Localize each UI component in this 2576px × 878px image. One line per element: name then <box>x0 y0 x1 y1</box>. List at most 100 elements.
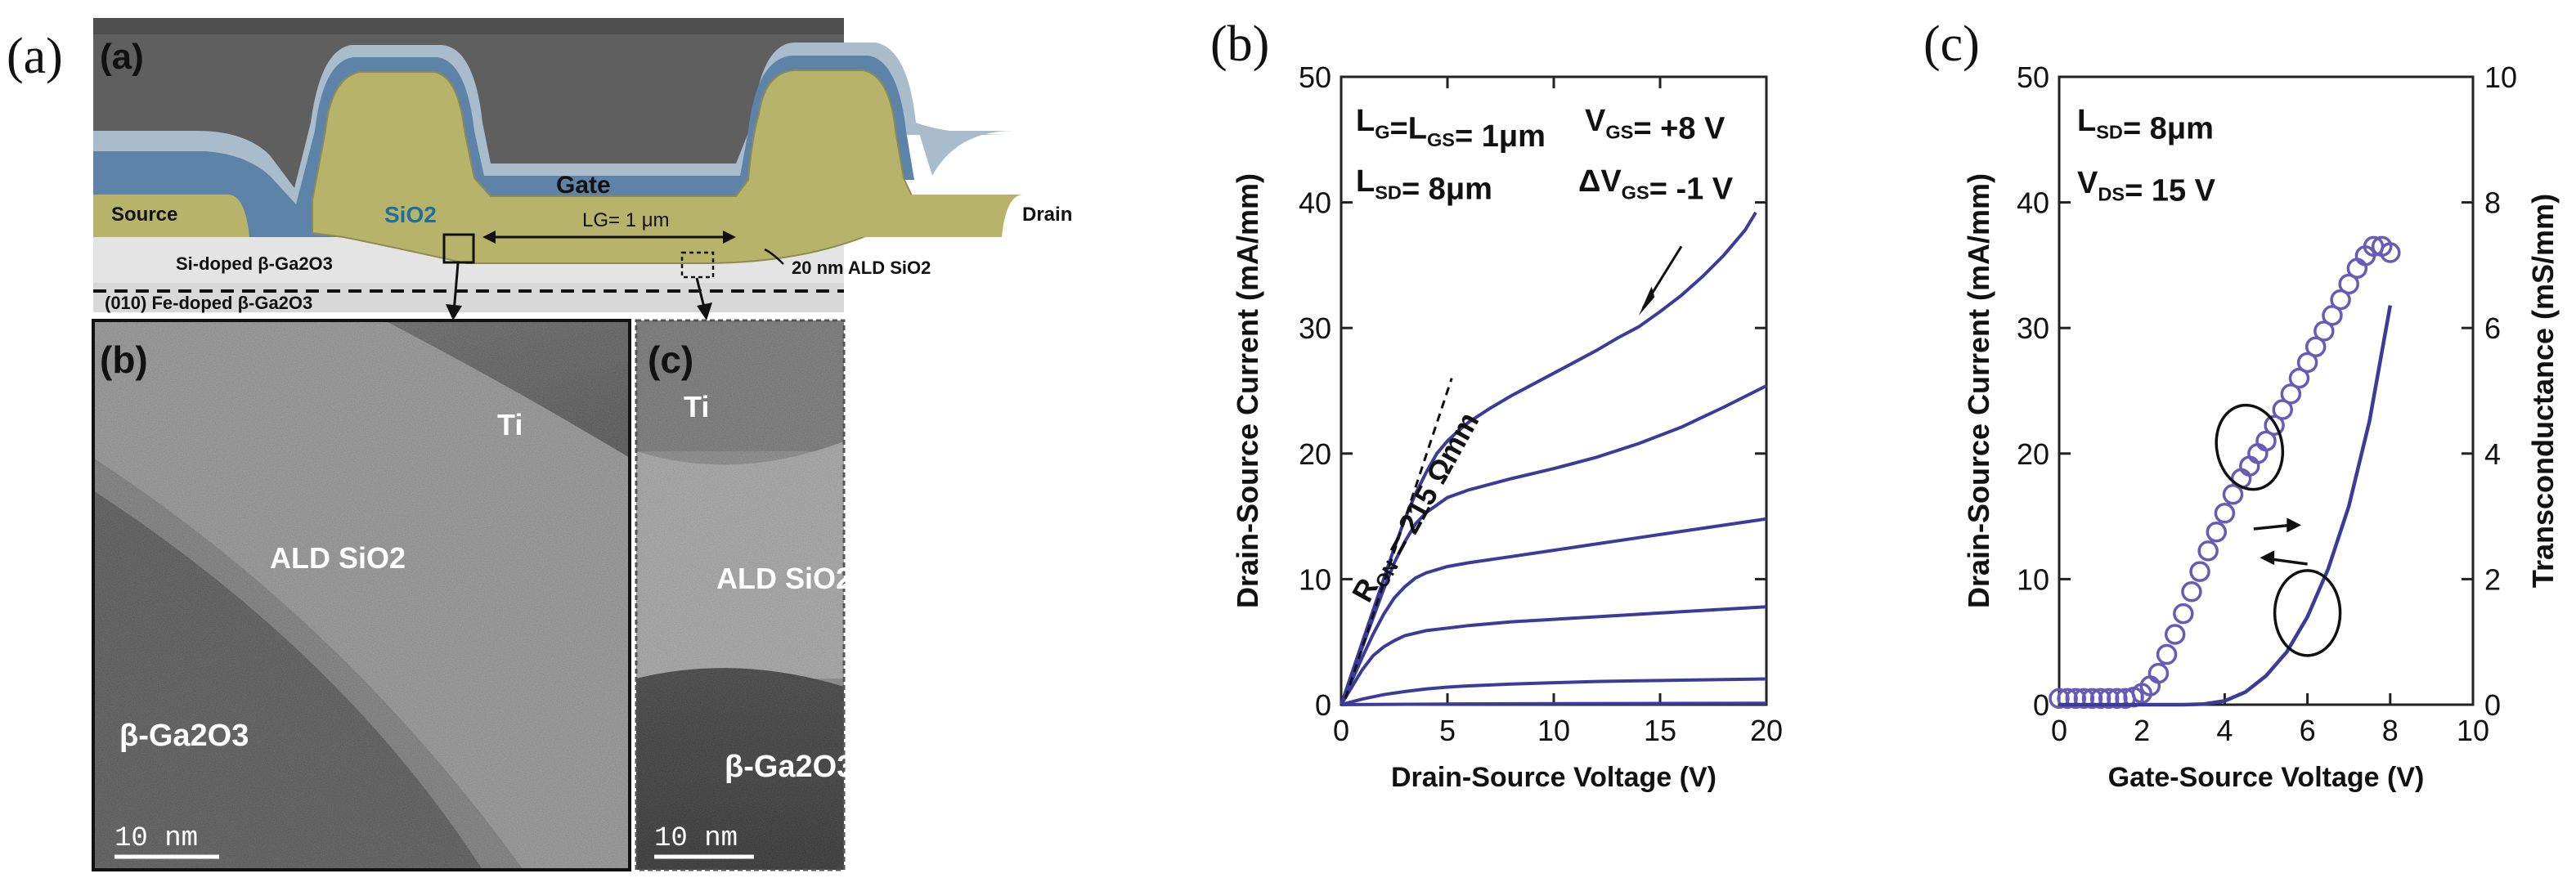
gm-marker <box>2338 273 2359 295</box>
source-label: Source <box>111 204 177 226</box>
sio2-label: SiO2 <box>384 202 437 227</box>
gm-marker <box>2296 352 2318 374</box>
arrow-to-c-head <box>697 302 712 320</box>
gm-marker <box>2380 242 2401 263</box>
y2-tick-label-c: 2 <box>2484 562 2501 596</box>
gate-label: Gate <box>556 172 611 199</box>
gm-ellipse <box>2215 403 2285 491</box>
gm-marker <box>2280 383 2302 405</box>
tem-c-oxide: ALD SiO2 <box>716 562 852 595</box>
tem-b-letter: (b) <box>100 338 148 381</box>
y-tick-label-c: 10 <box>2017 562 2049 596</box>
x-tick-label-c: 8 <box>2382 714 2399 747</box>
device-tem-figure: (a) Gate Source Drain SiO2 LG= 1 μm 20 n… <box>92 18 1072 871</box>
gm-marker <box>2098 688 2120 710</box>
top-dark-strip <box>93 18 844 34</box>
y-axis-label-b: Drain-Source Current (mA/mm) <box>1231 173 1264 608</box>
ald-pointer <box>764 248 784 265</box>
series-line-b-1 <box>1340 384 1767 706</box>
annot-lg-lgs: LG=LGS= 1μm <box>1356 104 1546 154</box>
fe-doped-label: (010) Fe-doped β-Ga2O3 <box>105 293 312 313</box>
chart-c: (c)0 2 4 6 8 10010203040500246810Gate-Source … <box>1923 16 2560 793</box>
arrow-to-right-axis <box>2253 523 2291 531</box>
y2-tick-label-c: 8 <box>2484 186 2501 220</box>
gm-marker <box>2181 581 2202 603</box>
x-tick-label-b: 0 <box>1333 714 1349 747</box>
gate-metal <box>312 69 918 264</box>
y-tick-label-b: 40 <box>1299 186 1331 220</box>
panel-letter-b: (b) <box>1210 16 1269 72</box>
x-tick-label-c: 2 <box>2134 714 2150 747</box>
y2-tick-label-c: 10 <box>2484 60 2517 94</box>
gm-marker <box>2189 561 2210 582</box>
sio2-layer <box>93 56 914 237</box>
y2-tick-label-c: 0 <box>2484 688 2501 722</box>
tem-b-oxide: ALD SiO2 <box>270 541 406 575</box>
id-curve <box>2059 305 2393 707</box>
x-tick-label-b: 10 <box>1537 714 1570 747</box>
y2-axis-label-c: Transconductance (mS/mm) <box>2526 194 2560 588</box>
tem-c-substrate: β-Ga2O3 <box>725 750 854 784</box>
y2-tick-label-c: 6 <box>2484 311 2501 345</box>
gm-marker <box>2164 624 2186 645</box>
gm-marker <box>2288 367 2310 389</box>
x-tick-label-b: 5 <box>1439 714 1456 747</box>
y-axis-label-c: Drain-Source Current (mA/mm) <box>1962 173 1995 608</box>
gm-marker <box>2049 688 2070 710</box>
tem-b-substrate: β-Ga2O3 <box>119 719 249 753</box>
x-tick-label-b: 15 <box>1644 714 1676 747</box>
gm-marker <box>2214 503 2236 524</box>
lg-label: LG= 1 μm <box>582 209 670 231</box>
arrow-left-head <box>2260 550 2275 566</box>
gm-marker <box>2197 540 2219 562</box>
series-line-b-4 <box>1340 677 1767 706</box>
tem-c-letter: (c) <box>648 338 693 381</box>
x-axis-label-b: Drain-Source Voltage (V) <box>1391 762 1717 793</box>
y-tick-label-b: 30 <box>1299 311 1331 345</box>
vgs-arrow-head <box>1639 286 1655 316</box>
source-metal <box>93 195 249 237</box>
gm-marker <box>2322 305 2343 326</box>
annot-c-vds: VDS= 15 V <box>2077 166 2216 208</box>
gm-marker <box>2065 688 2086 710</box>
series-line-b-2 <box>1340 517 1767 706</box>
si-doped-label: Si-doped β-Ga2O3 <box>176 253 333 274</box>
plot-frame-c <box>2058 75 2475 706</box>
lg-arrow-head-left <box>482 231 496 244</box>
gm-marker <box>2081 688 2103 710</box>
gm-marker <box>2304 336 2327 357</box>
x-tick-label-c: 4 <box>2216 714 2233 747</box>
chart-b: (b) 0 5 10 15 20 0 10 20 30 40 50 Drain-Source Volta… <box>1210 16 1783 793</box>
drain-metal-visible <box>773 198 844 237</box>
x-axis-label-c: Gate-Source Voltage (V) <box>2108 762 2425 793</box>
gm-marker <box>2206 522 2228 543</box>
x-tick-label-c: 6 <box>2300 714 2316 747</box>
gm-marker <box>2272 399 2293 420</box>
gm-marker <box>2173 603 2194 625</box>
x-tick-label-b: 20 <box>1750 714 1783 747</box>
gm-marker <box>2147 662 2170 684</box>
tem-b-ti: Ti <box>497 408 523 441</box>
x-tick-label-c: 0 <box>2051 714 2067 747</box>
x-tick-label-c: 10 <box>2457 714 2489 747</box>
inner-letter-a: (a) <box>100 37 144 77</box>
y2-tick-label-c: 4 <box>2484 437 2501 471</box>
y-tick-label-c: 40 <box>2017 186 2049 220</box>
series-line-b-5 <box>1340 701 1767 706</box>
gm-marker <box>2313 320 2335 342</box>
drain-label: Drain <box>1022 204 1072 226</box>
gm-marker <box>2073 688 2095 710</box>
tem-c-scale-label: 10 nm <box>654 823 738 854</box>
id-ellipse <box>2273 569 2342 657</box>
gm-marker <box>2330 289 2351 311</box>
lg-arrow-head-right <box>723 231 736 244</box>
gm-marker <box>2057 688 2078 710</box>
arrow-to-left-axis <box>2269 558 2308 566</box>
gm-marker <box>2264 414 2285 436</box>
roi-box-c <box>680 251 715 279</box>
annot-c-lsd: LSD= 8μm <box>2077 104 2214 146</box>
y-tick-label-c: 50 <box>2017 60 2049 94</box>
ald-note: 20 nm ALD SiO2 <box>792 258 931 278</box>
annot-lsd: LSD= 8μm <box>1356 164 1492 207</box>
y-tick-label-b: 0 <box>1315 688 1331 722</box>
